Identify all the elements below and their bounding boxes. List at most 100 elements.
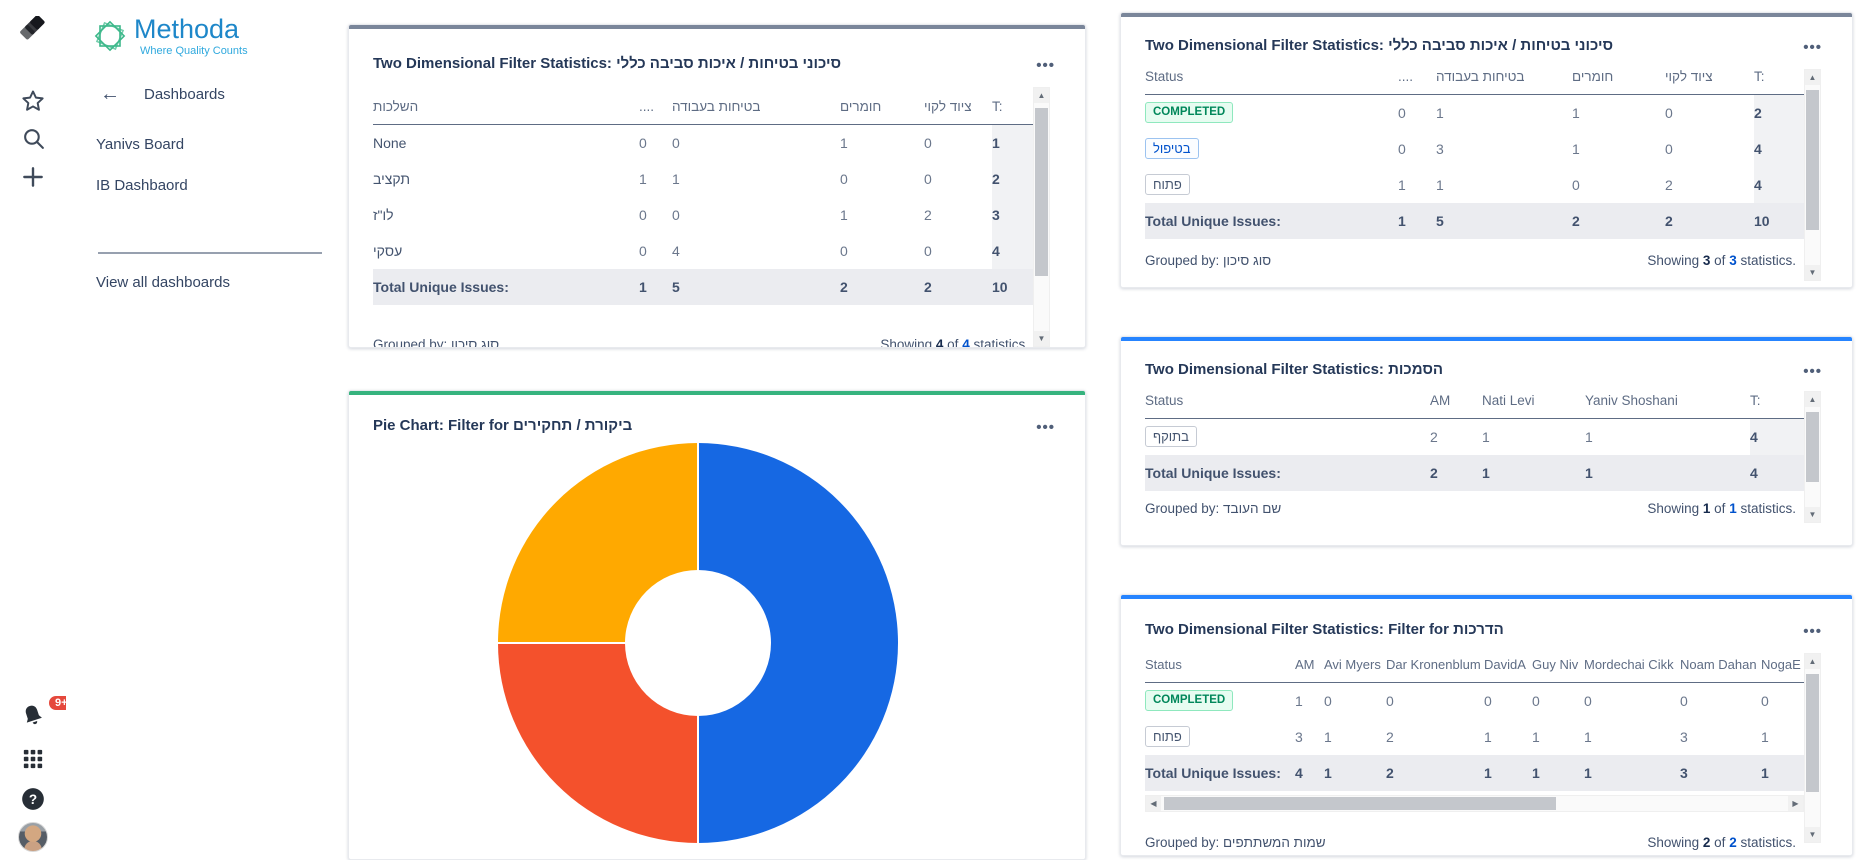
column-header: AM [1295,645,1324,683]
gadget-accent-bar [1121,595,1852,599]
app-grid-icon[interactable] [0,748,66,770]
column-header: Status [1145,57,1398,95]
column-header: T: [992,87,1033,125]
column-header: T: [1754,57,1804,95]
table-row: None 0 0 1 0 1 [373,124,1033,161]
column-header: Status [1145,381,1430,419]
donut-pie-chart[interactable] [498,443,898,843]
scroll-down-button[interactable]: ▼ [1805,507,1820,522]
showing-label: Showing 2 of 2 statistics. [1647,835,1796,850]
table-row: עסקי 0 4 0 0 4 [373,232,1033,269]
grouped-by-label: Grouped by: סוג סיכון [373,337,500,348]
vertical-scrollbar[interactable]: ▲ ▼ [1033,87,1050,347]
svg-text:?: ? [29,792,37,807]
column-header: Dar Kronenblum [1386,645,1484,683]
gadget-menu-icon[interactable]: ••• [1803,623,1822,640]
column-header: השלכות [373,87,639,125]
search-icon[interactable] [0,126,66,151]
scrollbar-thumb[interactable] [1164,797,1556,810]
scrollbar-thumb[interactable] [1806,412,1819,482]
nav-divider [98,252,322,254]
gadget-accent-bar [1121,13,1852,17]
nav-section-title: Dashboards [144,85,225,103]
scroll-up-button[interactable]: ▲ [1034,88,1049,103]
total-row: Total Unique Issues: 2 1 1 4 [1145,454,1804,491]
sidebar-item-yanivs-board[interactable]: Yanivs Board [96,136,185,153]
scrollbar-thumb[interactable] [1035,108,1048,276]
back-arrow-icon[interactable]: ← [100,83,120,105]
column-header: Mordechai Cikk [1584,645,1680,683]
gadget-title: Two Dimensional Filter Statistics: הסמכו… [1145,361,1444,378]
brand-tagline: Where Quality Counts [140,45,248,57]
column-header: Status [1145,645,1295,683]
scrollbar-thumb[interactable] [1806,674,1819,792]
gadget-two-dim-stats-4: Two Dimensional Filter Statistics: Filte… [1120,594,1853,856]
column-header: Yaniv Shoshani [1585,381,1750,419]
column-header: Nati Levi [1482,381,1585,419]
status-badge: COMPLETED [1145,690,1234,712]
horizontal-scrollbar[interactable]: ◀ ▶ [1145,795,1804,812]
showing-label: Showing 3 of 3 statistics. [1647,253,1796,268]
user-avatar[interactable] [0,822,66,852]
status-badge: COMPLETED [1145,102,1234,124]
scroll-up-button[interactable]: ▲ [1805,654,1820,669]
showing-label: Showing 4 of 4 statistics. [880,337,1029,348]
scroll-up-button[interactable]: ▲ [1805,70,1820,85]
gadget-footer: Grouped by: סוג סיכון Showing 3 of 3 sta… [1145,253,1796,268]
gadget-menu-icon[interactable]: ••• [1803,363,1822,380]
gadget-title: Two Dimensional Filter Statistics: סיכונ… [1145,37,1614,54]
column-header: Guy Niv [1532,645,1584,683]
gadget-title: Two Dimensional Filter Statistics: סיכונ… [373,55,842,72]
gadget-accent-bar [349,25,1085,29]
vertical-scrollbar[interactable]: ▲ ▼ [1804,391,1821,523]
view-all-dashboards-link[interactable]: View all dashboards [96,274,230,291]
scroll-left-button[interactable]: ◀ [1146,796,1161,811]
scroll-right-button[interactable]: ▶ [1788,796,1803,811]
scroll-down-button[interactable]: ▼ [1805,827,1820,842]
star-icon[interactable] [0,88,66,114]
gadget-menu-icon[interactable]: ••• [1803,39,1822,56]
sidebar-item-ib-dashbaord[interactable]: IB Dashbaord [96,177,188,194]
vertical-scrollbar[interactable]: ▲ ▼ [1804,69,1821,281]
gadget-pie-chart: Pie Chart: Filter for ביקורת / תחקירים •… [348,390,1086,860]
gadget-two-dim-stats-2: Two Dimensional Filter Statistics: סיכונ… [1120,12,1853,288]
dashboards-nav-panel: Methoda Where Quality Counts ← Dashboard… [66,0,348,849]
table-row: תקציב 1 1 0 0 2 [373,160,1033,197]
plus-icon[interactable] [0,164,66,190]
status-badge: פתוח [1145,174,1190,195]
stats-table: Status AM Avi Myers Dar Kronenblum David… [1145,645,1808,791]
scrollbar-thumb[interactable] [1806,90,1819,230]
gadget-title: Pie Chart: Filter for ביקורת / תחקירים [373,417,633,434]
gadget-two-dim-stats-1: Two Dimensional Filter Statistics: סיכונ… [348,24,1086,348]
stats-table: Status AM Nati Levi Yaniv Shoshani T: בת… [1145,381,1804,491]
gadget-footer: Grouped by: סוג סיכון Showing 4 of 4 sta… [373,337,1029,348]
app-sidebar: 9+ ? [0,0,76,852]
jira-logo-icon[interactable] [0,16,66,46]
column-header: Noam Dahan [1680,645,1761,683]
gadget-accent-bar [349,391,1085,395]
gadget-menu-icon[interactable]: ••• [1036,419,1055,436]
gadget-footer: Grouped by: שמות המשתתפים Showing 2 of 2… [1145,835,1796,850]
scroll-down-button[interactable]: ▼ [1034,331,1049,346]
column-header: בטיחות בעבודה [1436,57,1572,95]
vertical-scrollbar[interactable]: ▲ ▼ [1804,653,1821,843]
scroll-down-button[interactable]: ▼ [1805,265,1820,280]
pie-seam [498,642,698,644]
gadget-footer: Grouped by: שם העובד Showing 1 of 1 stat… [1145,501,1796,516]
help-icon[interactable]: ? [0,786,66,812]
gadget-menu-icon[interactable]: ••• [1036,57,1055,74]
column-header: ציוד לקוי [1665,57,1754,95]
grouped-by-label: Grouped by: שם העובד [1145,501,1282,516]
scroll-up-button[interactable]: ▲ [1805,392,1820,407]
status-badge: בטיפול [1145,138,1199,159]
column-header: .... [1398,57,1436,95]
notifications-bell-icon[interactable]: 9+ [0,694,76,735]
total-row: Total Unique Issues: 1 5 2 2 10 [1145,202,1804,239]
total-row: Total Unique Issues: 4 1 2 1 1 1 3 1 [1145,754,1808,791]
column-header: בטיחות בעבודה [672,87,840,125]
